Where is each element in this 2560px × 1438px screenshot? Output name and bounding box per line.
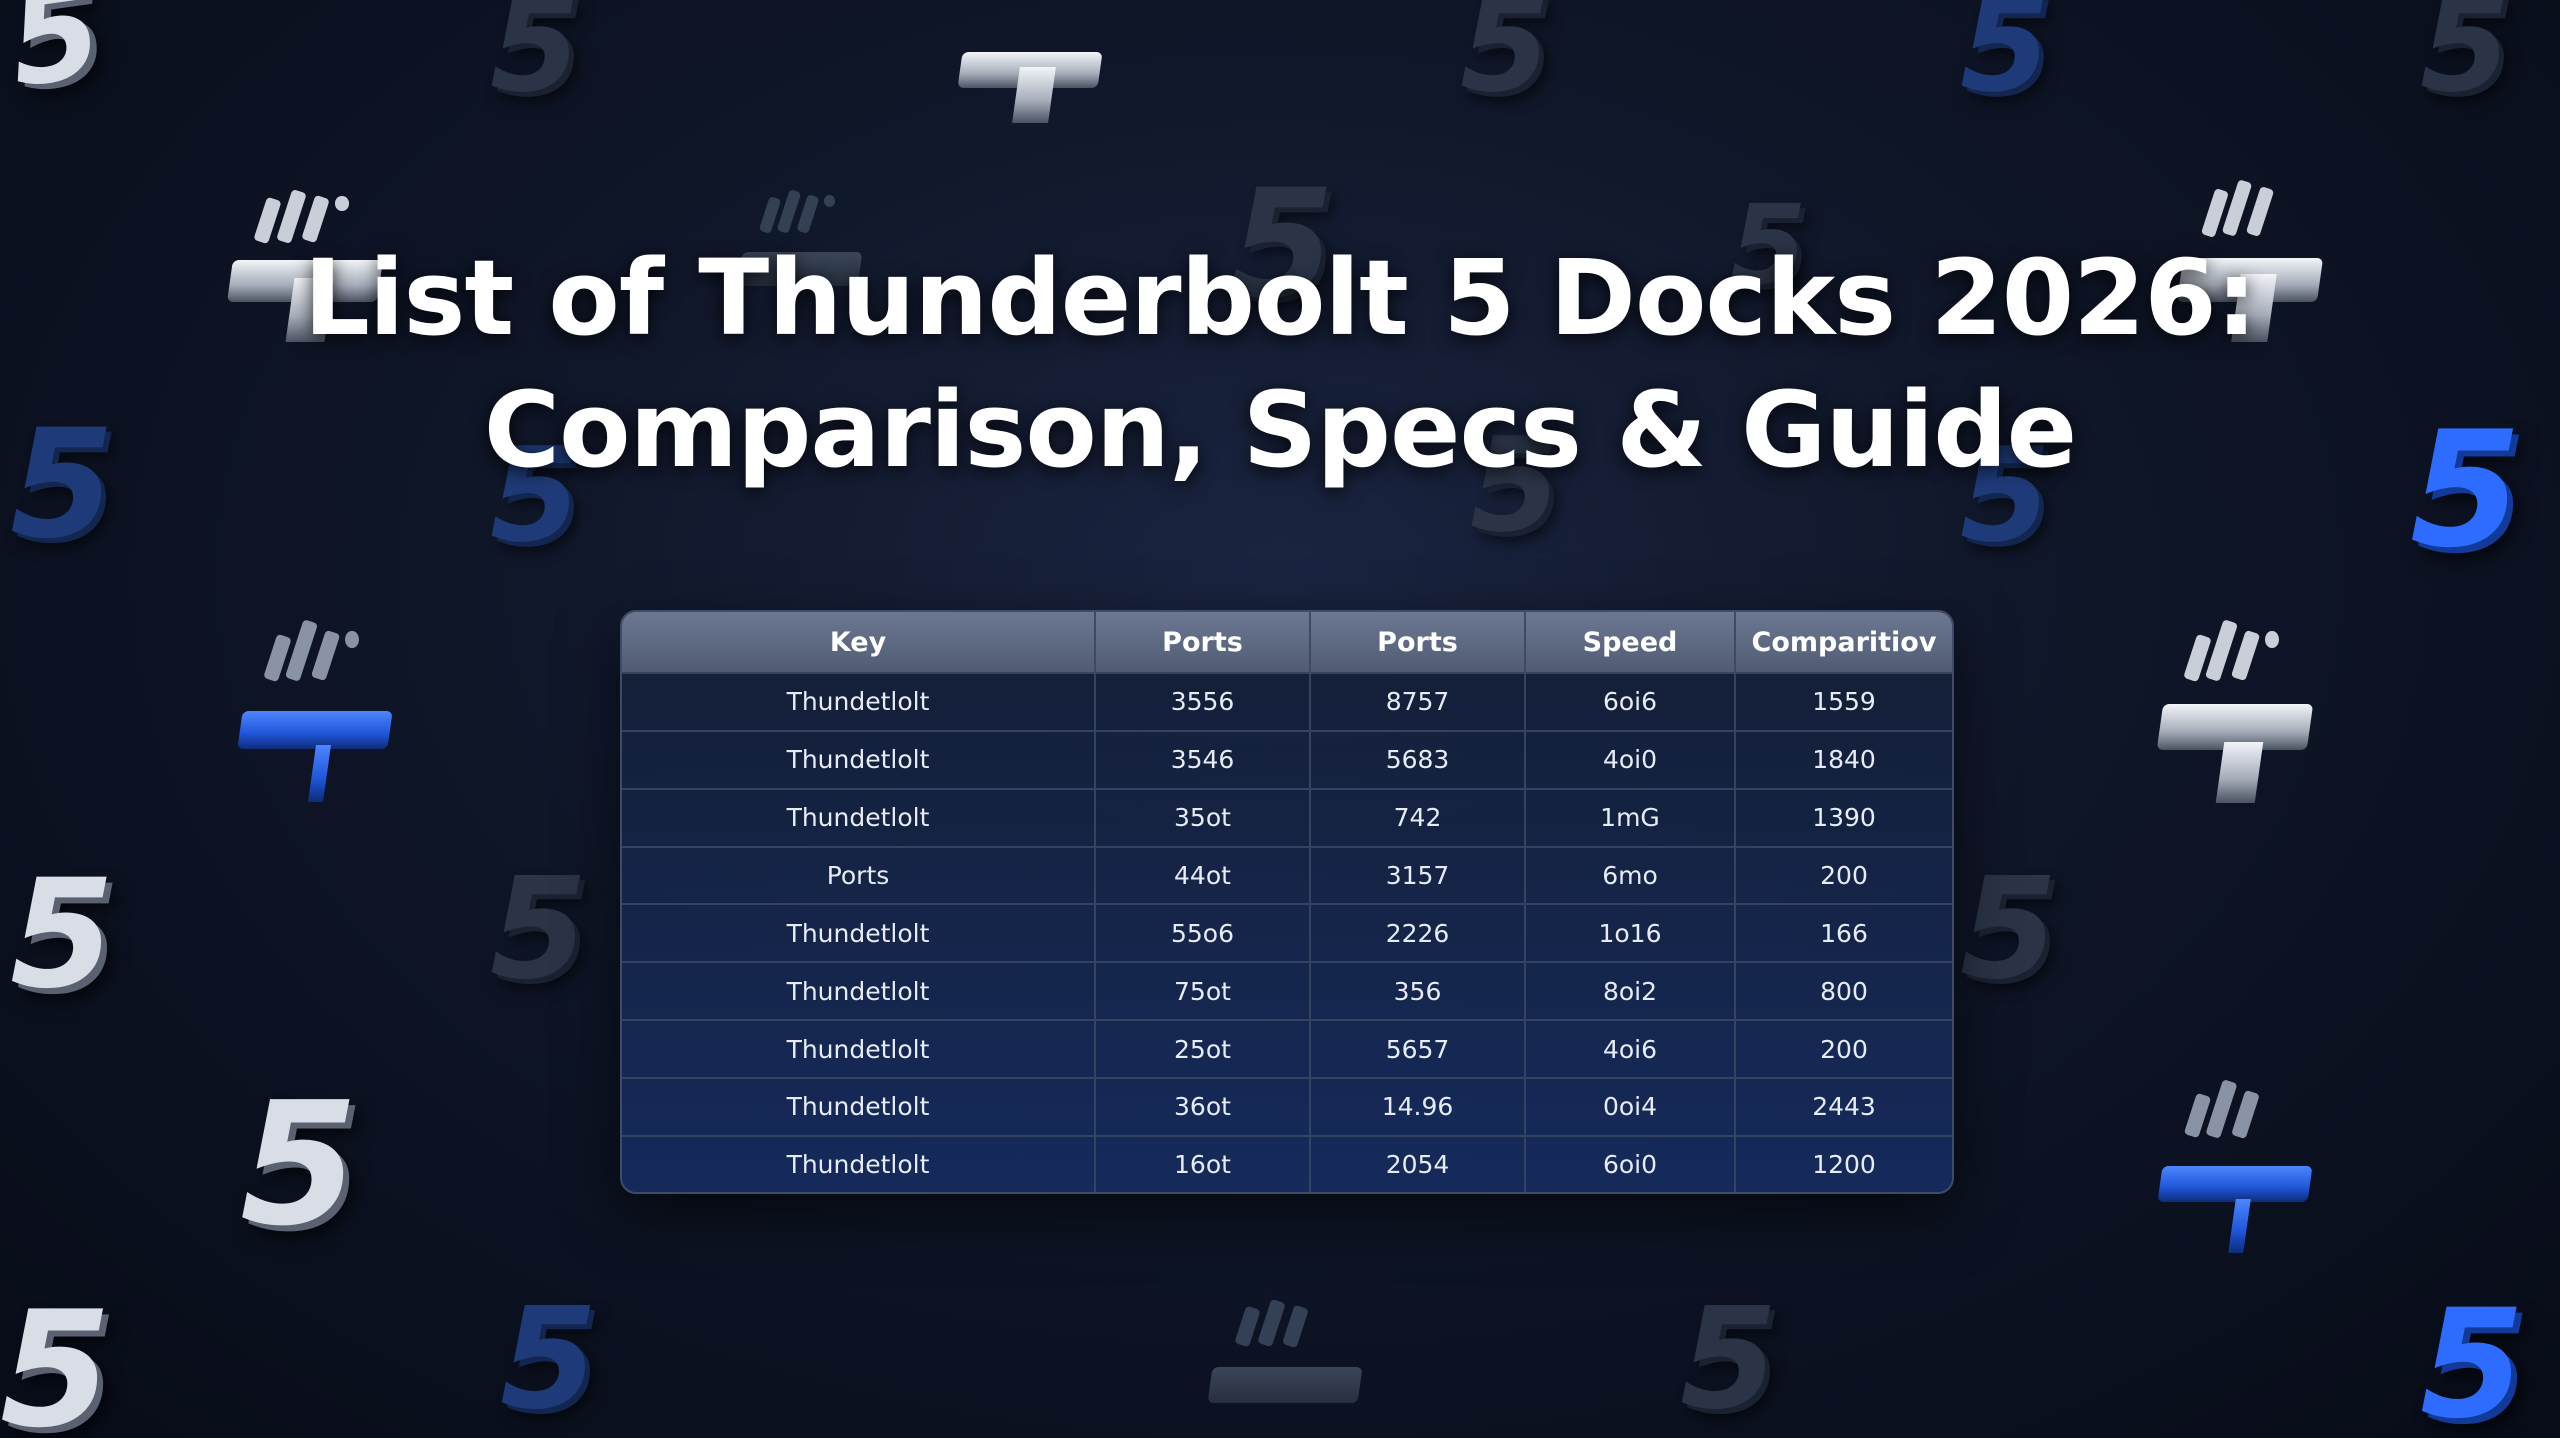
thunderbolt-5-logo-icon: 5 — [0, 1276, 112, 1438]
comparison-table: Key Ports Ports Speed Comparitiov Thunde… — [622, 612, 1952, 1192]
thunderbolt-5-logo-icon: 5 — [2420, 1278, 2525, 1438]
table-cell: Thundetlolt — [622, 672, 1096, 731]
table-header-row: Key Ports Ports Speed Comparitiov — [622, 612, 1952, 673]
dock-icon — [2156, 619, 2314, 810]
dock-icon — [737, 189, 863, 320]
table-cell: 2443 — [1735, 1077, 1952, 1136]
thunderbolt-5-logo-icon: 5 — [490, 419, 581, 571]
thunderbolt-5-logo-icon: 5 — [1960, 0, 2051, 121]
table-row: Thundetlolt 3546 5683 4oi0 1840 — [622, 729, 1952, 789]
table-row: Thundetlolt 55o6 2226 1o16 166 — [622, 903, 1952, 963]
table-cell: 166 — [1735, 903, 1952, 963]
table-body: Thundetlolt 3556 8757 6oi6 1559 Thundetlolt 35… — [622, 672, 1952, 1192]
table-cell: 1mG — [1525, 787, 1736, 847]
table-cell: 1200 — [1735, 1134, 1952, 1192]
table-row: Ports 44ot 3157 6mo 200 — [622, 845, 1952, 905]
table-cell: 6oi6 — [1525, 672, 1736, 731]
thunderbolt-5-logo-icon: 5 — [1460, 0, 1551, 121]
table-cell: Thundetlolt — [622, 1019, 1096, 1079]
table-cell: 6mo — [1525, 845, 1736, 905]
page-title: List of Thunderbolt 5 Docks 2026: Compar… — [0, 232, 2560, 496]
table-cell: 742 — [1310, 787, 1526, 847]
thunderbolt-5-logo-icon: 5 — [0, 0, 111, 117]
table-row: Thundetlolt 75ot 356 8oi2 800 — [622, 961, 1952, 1021]
table-cell: 5657 — [1310, 1019, 1526, 1079]
dock-icon — [2157, 1079, 2313, 1260]
table-cell: 1559 — [1735, 672, 1952, 731]
table-cell: 2226 — [1310, 903, 1526, 963]
table-cell: 3546 — [1095, 729, 1311, 789]
table-cell: Thundetlolt — [622, 961, 1096, 1021]
thunderbolt-5-logo-icon: 5 — [2420, 0, 2511, 121]
table-cell: 200 — [1735, 1019, 1952, 1079]
thunderbolt-5-logo-icon: 5 — [1230, 158, 1335, 332]
table-cell: 25ot — [1095, 1019, 1311, 1079]
table-cell: Thundetlolt — [622, 1077, 1096, 1136]
table-row: Thundetlolt 3556 8757 6oi6 1559 — [622, 672, 1952, 731]
table-cell: 800 — [1735, 961, 1952, 1021]
thunderbolt-5-logo-icon: 5 — [240, 1066, 359, 1264]
table-cell: Thundetlolt — [622, 729, 1096, 789]
table-cell: 356 — [1310, 961, 1526, 1021]
column-header-ports: Ports — [1310, 612, 1526, 673]
thunderbolt-5-logo-icon: 5 — [2410, 396, 2522, 583]
table-cell: 35ot — [1095, 787, 1311, 847]
dock-icon — [957, 0, 1103, 130]
column-header-key: Key — [622, 612, 1096, 673]
column-header-ports: Ports — [1095, 612, 1311, 673]
dock-icon — [1207, 1298, 1363, 1438]
table-cell: 1390 — [1735, 787, 1952, 847]
dock-icon — [237, 619, 393, 810]
table-row: Thundetlolt 35ot 742 1mG 1390 — [622, 787, 1952, 847]
table-row: Thundetlolt 16ot 2054 6oi0 1200 — [622, 1134, 1952, 1192]
title-line-2: Comparison, Specs & Guide — [483, 369, 2077, 491]
table-cell: 5683 — [1310, 729, 1526, 789]
table-row: Thundetlolt 36ot 14.96 0oi4 2443 — [622, 1077, 1952, 1136]
table-cell: 4oi6 — [1525, 1019, 1736, 1079]
table-cell: Ports — [622, 845, 1096, 905]
thunderbolt-5-logo-icon: 5 — [490, 848, 588, 1011]
thunderbolt-5-logo-icon: 5 — [1680, 1278, 1778, 1438]
thunderbolt-5-logo-icon: 5 — [1960, 848, 2058, 1011]
table-cell: 55o6 — [1095, 903, 1311, 963]
title-line-1: List of Thunderbolt 5 Docks 2026: — [303, 237, 2258, 359]
thunderbolt-5-logo-icon: 5 — [500, 1278, 598, 1438]
table-cell: 0oi4 — [1525, 1077, 1736, 1136]
table-cell: Thundetlolt — [622, 787, 1096, 847]
table-cell: 8757 — [1310, 672, 1526, 731]
thunderbolt-5-logo-icon: 5 — [10, 848, 115, 1022]
table-cell: 75ot — [1095, 961, 1311, 1021]
table-cell: 200 — [1735, 845, 1952, 905]
table-cell: Thundetlolt — [622, 1134, 1096, 1192]
thunderbolt-5-logo-icon: 5 — [10, 398, 115, 572]
table-cell: 4oi0 — [1525, 729, 1736, 789]
table-cell: 14.96 — [1310, 1077, 1526, 1136]
dock-icon — [227, 188, 383, 350]
table-cell: 8oi2 — [1525, 961, 1736, 1021]
table-cell: 44ot — [1095, 845, 1311, 905]
table-cell: 3157 — [1310, 845, 1526, 905]
table-cell: 6oi0 — [1525, 1134, 1736, 1192]
table-cell: 1o16 — [1525, 903, 1736, 963]
comparison-table-panel: Key Ports Ports Speed Comparitiov Thunde… — [620, 610, 1954, 1194]
column-header-speed: Speed — [1525, 612, 1736, 673]
table-cell: 3556 — [1095, 672, 1311, 731]
thunderbolt-5-logo-icon: 5 — [490, 0, 581, 121]
table-cell: 16ot — [1095, 1134, 1311, 1192]
thunderbolt-5-logo-icon: 5 — [1730, 181, 1807, 309]
table-cell: Thundetlolt — [622, 903, 1096, 963]
thunderbolt-5-logo-icon: 5 — [1470, 409, 1561, 561]
table-cell: 2054 — [1310, 1134, 1526, 1192]
table-cell: 1840 — [1735, 729, 1952, 789]
table-cell: 36ot — [1095, 1077, 1311, 1136]
table-row: Thundetlolt 25ot 5657 4oi6 200 — [622, 1019, 1952, 1079]
thunderbolt-5-logo-icon: 5 — [1960, 419, 2051, 571]
column-header-comparison: Comparitiov — [1751, 626, 1937, 658]
